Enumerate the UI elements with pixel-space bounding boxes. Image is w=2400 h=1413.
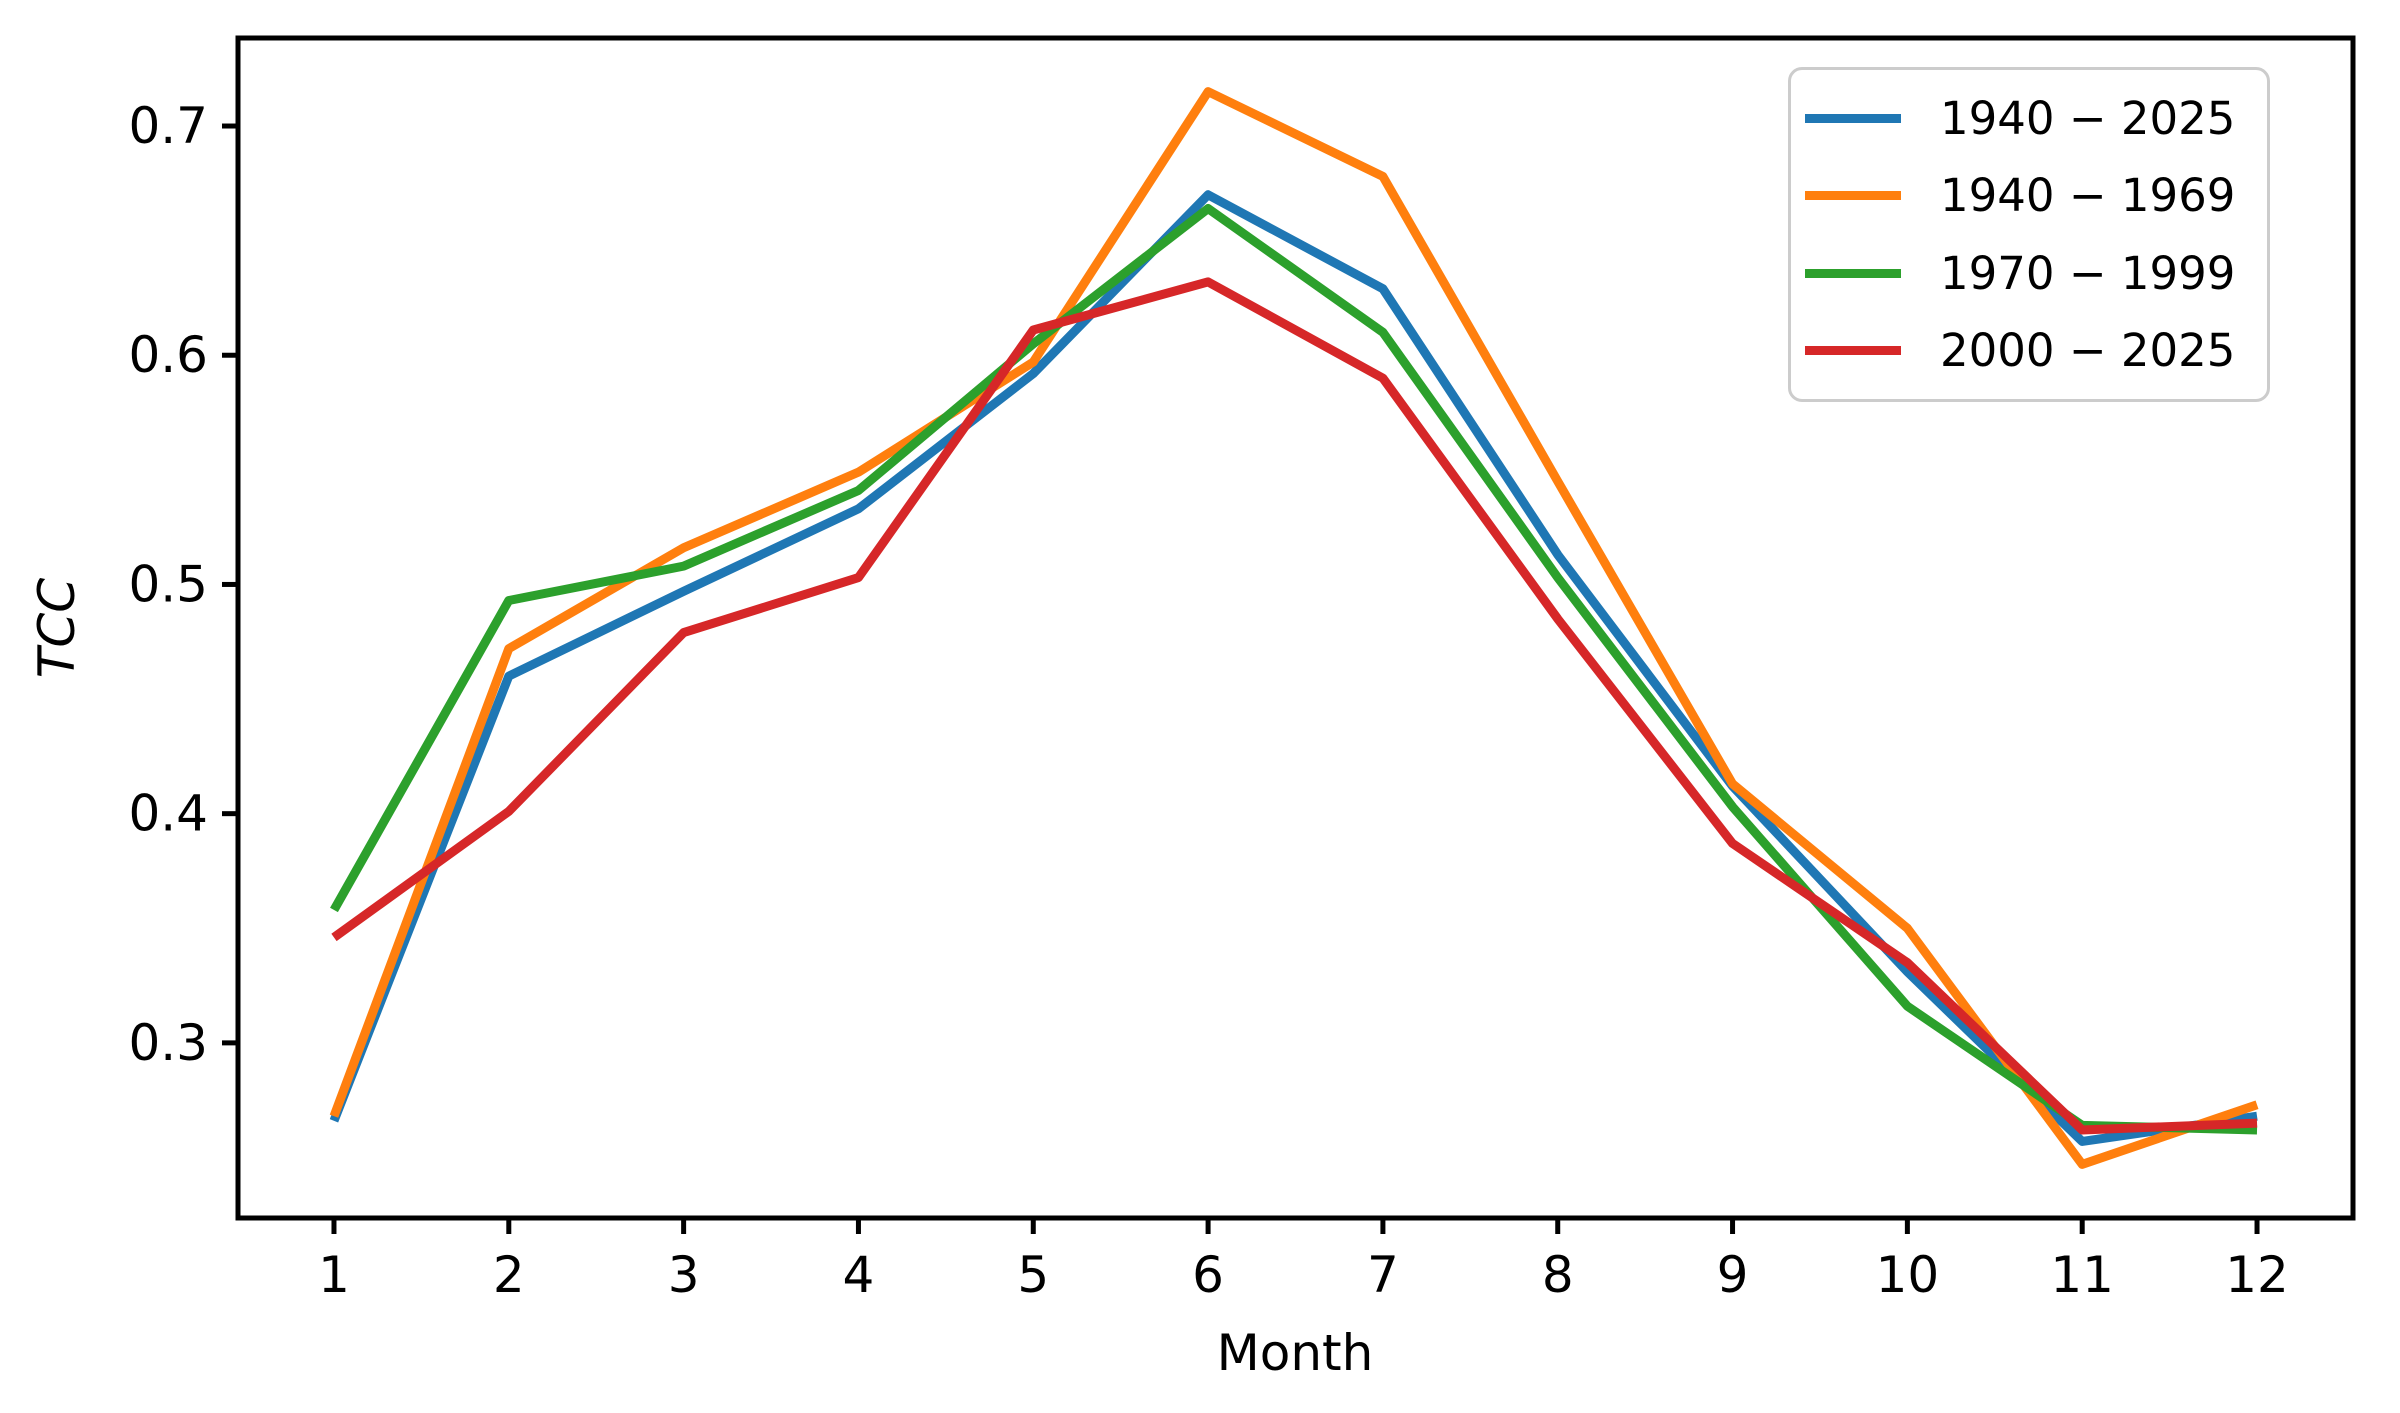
- y-tick-label: 0.6: [128, 326, 208, 384]
- legend-line-sample: [1805, 114, 1901, 124]
- x-tick-label: 7: [1367, 1246, 1399, 1304]
- x-tick-label: 1: [318, 1246, 350, 1304]
- data-line-1970−1999: [330, 204, 2258, 1135]
- legend-label: 1940 − 1969: [1940, 169, 2236, 223]
- x-tick-label: 5: [1017, 1246, 1049, 1304]
- legend-label: 2000 − 2025: [1940, 323, 2236, 377]
- x-tick-label: 10: [1876, 1246, 1940, 1304]
- legend-line-sample: [1805, 268, 1901, 278]
- x-tick-label: 2: [493, 1246, 525, 1304]
- y-tick-label: 0.7: [128, 97, 208, 155]
- axes-spines: [235, 35, 2356, 1221]
- legend-line-sample: [1805, 191, 1901, 201]
- legend-entry: 1940 − 2025: [1791, 80, 2267, 157]
- x-tick-label: 6: [1192, 1246, 1224, 1304]
- x-tick-label: 11: [2050, 1246, 2114, 1304]
- legend-entry: 2000 − 2025: [1791, 312, 2267, 389]
- data-line-2000−2025: [331, 277, 2258, 1135]
- y-tick-label: 0.4: [128, 785, 208, 843]
- x-tick-label: 4: [843, 1246, 875, 1304]
- legend-entry: 1940 − 1969: [1791, 157, 2267, 234]
- y-tick-label: 0.3: [128, 1014, 208, 1072]
- data-line-1940−2025: [329, 190, 2258, 1146]
- legend-label: 1940 − 2025: [1940, 92, 2236, 146]
- y-axis-title: TCC: [28, 577, 86, 679]
- legend: 1940 − 2025 1940 − 1969 1970 − 1999 2000 − …: [1788, 67, 2270, 402]
- x-tick-label: 3: [668, 1246, 700, 1304]
- x-tick-label: 8: [1542, 1246, 1574, 1304]
- x-tick-label: 12: [2225, 1246, 2289, 1304]
- x-tick-label: 9: [1717, 1246, 1749, 1304]
- legend-line-sample: [1805, 345, 1901, 355]
- y-tick-label: 0.5: [128, 555, 208, 613]
- legend-entry: 1970 − 1999: [1791, 235, 2267, 312]
- legend-label: 1970 − 1999: [1940, 246, 2236, 300]
- x-axis-title: Month: [1216, 1324, 1374, 1382]
- data-line-1940−1969: [329, 87, 2259, 1169]
